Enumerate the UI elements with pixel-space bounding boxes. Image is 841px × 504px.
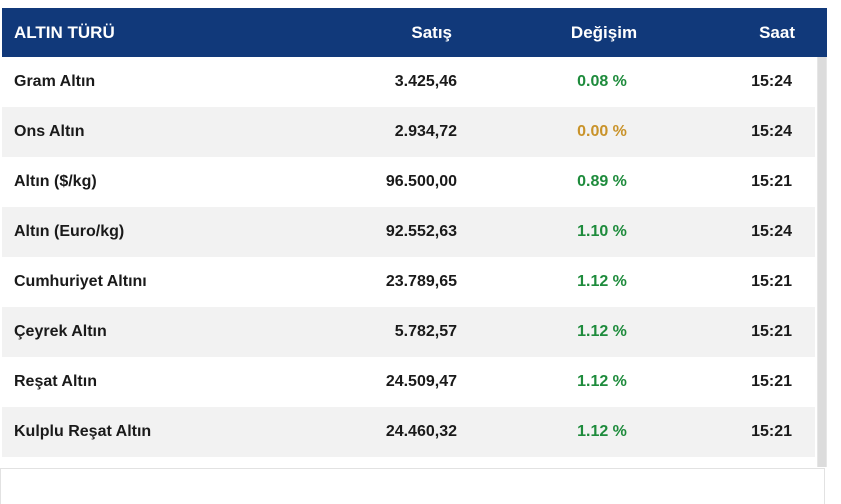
row-time: 15:21	[751, 423, 792, 440]
gold-price-table: ALTIN TÜRÜ Satış Değişim Saat Gram Altın…	[2, 8, 827, 503]
row-change: 0.00 %	[577, 123, 627, 140]
row-time: 15:24	[751, 223, 792, 240]
header-sale[interactable]: Satış	[411, 23, 452, 42]
table-header: ALTIN TÜRÜ Satış Değişim Saat	[2, 8, 827, 57]
table-row[interactable]: Ons Altın 2.934,72 0.00 % 15:24	[2, 107, 815, 157]
row-name[interactable]: Reşat Altın	[14, 373, 97, 390]
header-time[interactable]: Saat	[759, 23, 795, 42]
row-sale: 2.934,72	[394, 123, 457, 140]
row-change: 1.10 %	[577, 223, 627, 240]
table-row[interactable]: Çeyrek Altın 5.782,57 1.12 % 15:21	[2, 307, 815, 357]
row-sale: 24.460,32	[385, 423, 457, 440]
row-time: 15:24	[751, 123, 792, 140]
row-name[interactable]: Altın (Euro/kg)	[14, 223, 125, 240]
table-row[interactable]: Cumhuriyet Altını 23.789,65 1.12 % 15:21	[2, 257, 815, 307]
table-row[interactable]: Gram Altın 3.425,46 0.08 % 15:24	[2, 57, 815, 107]
row-time: 15:21	[751, 373, 792, 390]
table-row[interactable]: Reşat Altın 24.509,47 1.12 % 15:21	[2, 357, 815, 407]
row-change: 1.12 %	[577, 373, 627, 390]
row-name[interactable]: Ons Altın	[14, 123, 85, 140]
row-sale: 23.789,65	[385, 273, 457, 290]
row-name[interactable]: Gram Altın	[14, 73, 96, 90]
row-time: 15:21	[751, 273, 792, 290]
scrollbar-thumb[interactable]	[818, 57, 826, 467]
table-body: Gram Altın 3.425,46 0.08 % 15:24 Ons Alt…	[2, 57, 827, 467]
table-row[interactable]: Altın (Euro/kg) 92.552,63 1.10 % 15:24	[2, 207, 815, 257]
row-name[interactable]: Altın ($/kg)	[14, 173, 97, 190]
row-change: 0.89 %	[577, 173, 627, 190]
row-change: 0.08 %	[577, 73, 627, 90]
row-change: 1.12 %	[577, 323, 627, 340]
row-change: 1.12 %	[577, 273, 627, 290]
row-sale: 3.425,46	[394, 73, 457, 90]
row-sale: 96.500,00	[385, 173, 457, 190]
bottom-panel	[0, 468, 825, 504]
row-time: 15:24	[751, 73, 792, 90]
table-row[interactable]: Kulplu Reşat Altın 24.460,32 1.12 % 15:2…	[2, 407, 815, 457]
row-time: 15:21	[751, 173, 792, 190]
row-name[interactable]: Çeyrek Altın	[14, 323, 107, 340]
row-change: 1.12 %	[577, 423, 627, 440]
header-change[interactable]: Değişim	[570, 23, 638, 42]
row-sale: 92.552,63	[385, 223, 457, 240]
row-time: 15:21	[751, 323, 792, 340]
row-sale: 5.782,57	[394, 323, 457, 340]
row-name[interactable]: Kulplu Reşat Altın	[14, 423, 152, 440]
row-sale: 24.509,47	[385, 373, 457, 390]
vertical-scrollbar[interactable]	[817, 57, 827, 467]
row-name[interactable]: Cumhuriyet Altını	[14, 273, 147, 290]
header-gold-type[interactable]: ALTIN TÜRÜ	[14, 23, 115, 42]
table-rows: Gram Altın 3.425,46 0.08 % 15:24 Ons Alt…	[2, 57, 815, 457]
table-row[interactable]: Altın ($/kg) 96.500,00 0.89 % 15:21	[2, 157, 815, 207]
